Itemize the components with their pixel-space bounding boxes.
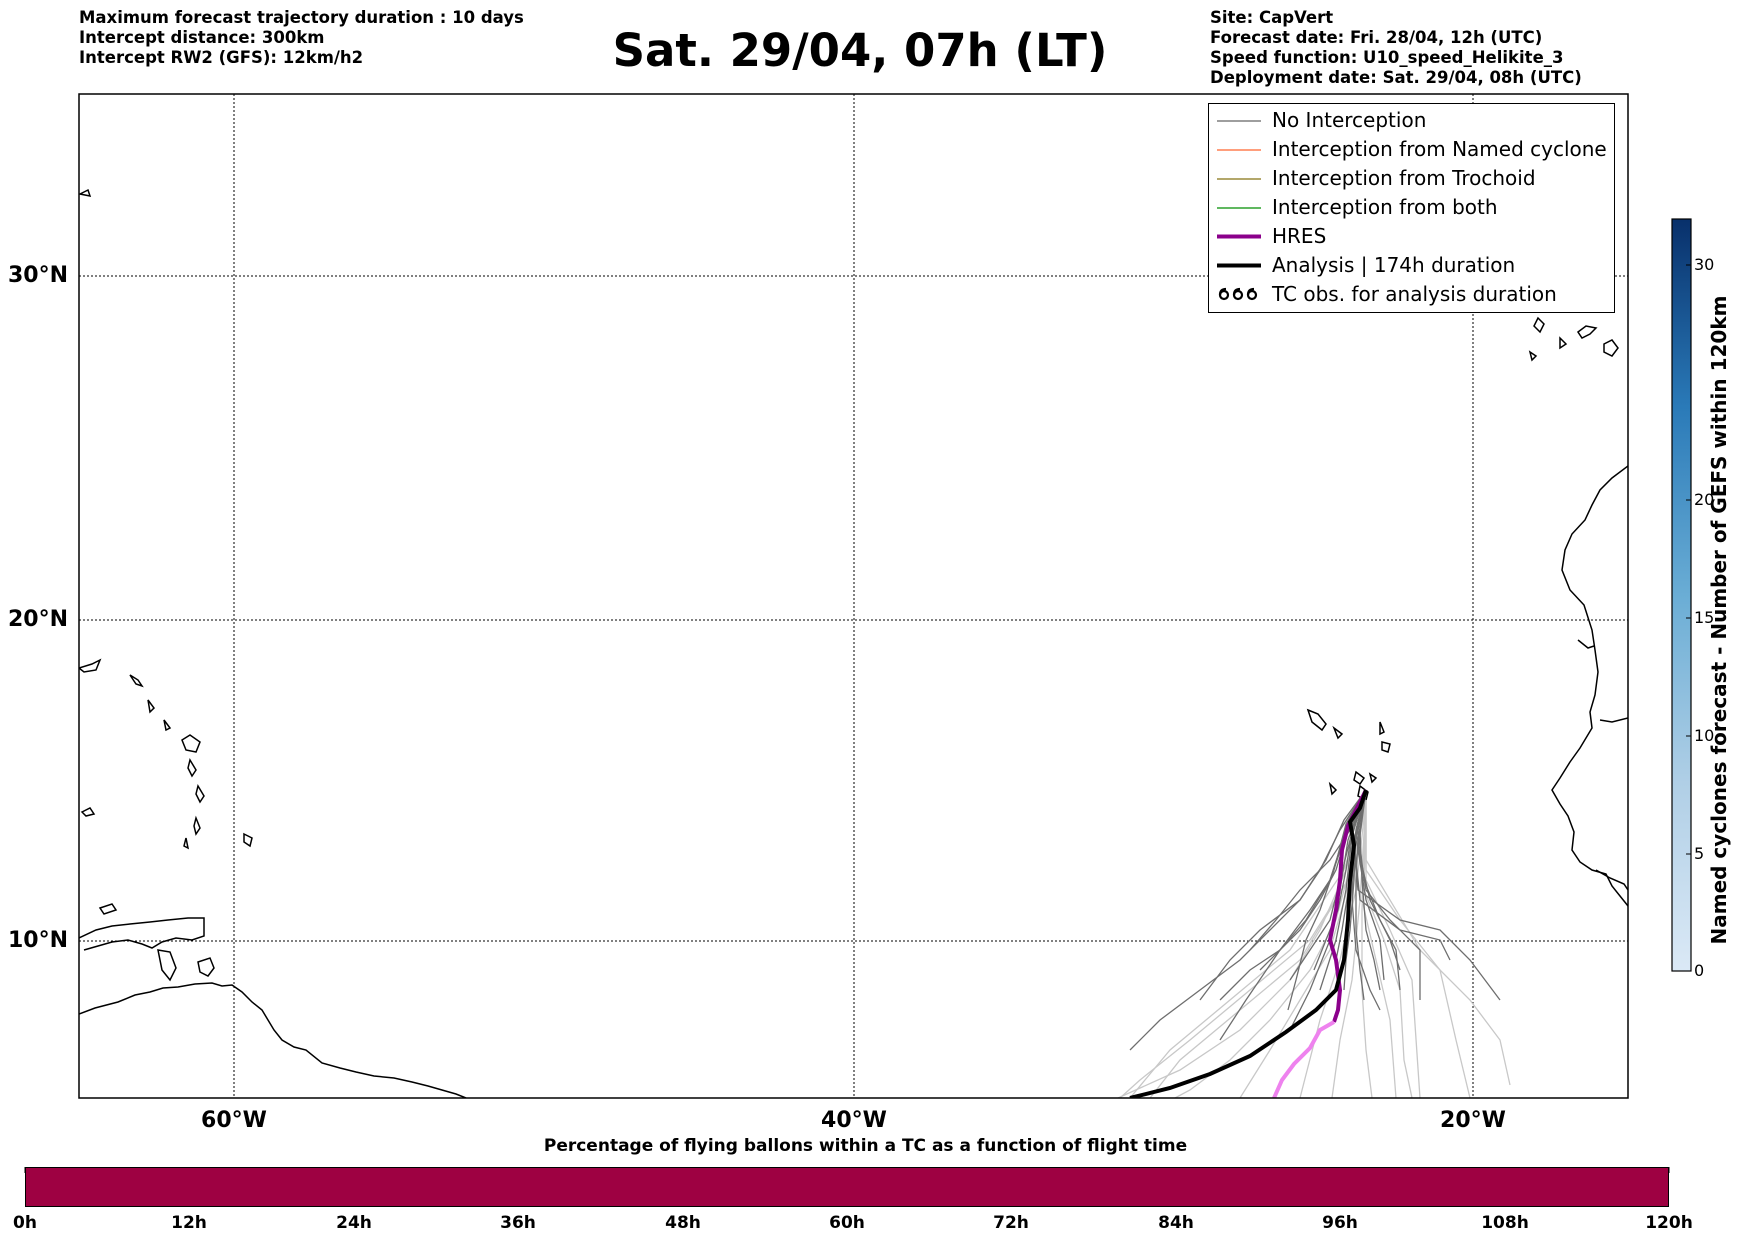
ensemble-trajectories-faint — [1117, 799, 1511, 1098]
colorbar-tick: 15 — [1694, 608, 1715, 627]
lesser-antilles-5 — [183, 837, 190, 850]
bottom-bar-tick: 120h — [1645, 1213, 1693, 1233]
site-info: Site: CapVert Forecast date: Fri. 28/04,… — [1210, 8, 1582, 88]
legend-item-analysis: Analysis | 174h duration — [1209, 251, 1614, 279]
intercept-rw2-text: Intercept RW2 (GFS): 12km/h2 — [79, 48, 364, 67]
page-title: Sat. 29/04, 07h (LT) — [612, 24, 1108, 77]
cabo-verde-1 — [1306, 708, 1327, 732]
legend-line-hres — [1217, 234, 1261, 239]
africa-coast-detail — [1577, 639, 1628, 891]
bottom-bar-tick: 108h — [1481, 1213, 1529, 1233]
cyclone-colorbar — [1671, 218, 1692, 972]
cyclone-colorbar-gradient — [1671, 218, 1692, 972]
deployment-date-text: Deployment date: Sat. 29/04, 08h (UTC) — [1210, 68, 1582, 87]
hres-trajectory-late — [1272, 1020, 1335, 1098]
colorbar-tick: 10 — [1694, 726, 1715, 745]
legend-item-both: Interception from both — [1209, 193, 1614, 221]
bottom-bar-tick: 12h — [171, 1213, 207, 1233]
tc-symbol-icon — [1218, 287, 1258, 301]
bottom-bar-tick: 84h — [1158, 1213, 1194, 1233]
map-frame — [78, 93, 1629, 1099]
virgin-islands — [129, 674, 144, 688]
caribbean-islands-b — [157, 949, 177, 982]
bottom-bar-tick: 48h — [665, 1213, 701, 1233]
lesser-antilles-2 — [187, 758, 197, 778]
legend-item-named-cyclone: Interception from Named cyclone — [1209, 135, 1614, 163]
legend-label: Interception from both — [1272, 195, 1498, 219]
coastlines — [79, 188, 1628, 1098]
legend-label: TC obs. for analysis duration — [1272, 282, 1557, 306]
legend-item-trochoid: Interception from Trochoid — [1209, 164, 1614, 192]
legend-line-trochoid — [1217, 178, 1261, 180]
speed-function-text: Speed function: U10_speed_Helikite_3 — [1210, 48, 1564, 67]
puerto-rico — [79, 658, 102, 673]
canary-3 — [1576, 325, 1598, 339]
legend-item-no-interception: No Interception — [1209, 106, 1614, 134]
legend-line-analysis — [1217, 263, 1261, 268]
bottom-bar-tick: 60h — [829, 1213, 865, 1233]
legend-label: HRES — [1272, 224, 1327, 248]
lat-label-10n: 10°N — [8, 928, 69, 953]
bottom-bar-tick: 72h — [993, 1213, 1029, 1233]
canary-4 — [1603, 339, 1619, 357]
south-america-coast — [79, 982, 467, 1098]
lesser-antilles-6 — [243, 832, 253, 848]
canary-2 — [1559, 336, 1568, 350]
legend-item-tc-obs: TC obs. for analysis duration — [1209, 280, 1614, 308]
tc-percentage-bar — [25, 1167, 1669, 1207]
bottom-bar-tick: 0h — [13, 1213, 37, 1233]
gridlines — [79, 94, 1628, 1098]
lesser-antilles-4 — [193, 815, 201, 836]
legend-label: No Interception — [1272, 108, 1427, 132]
cabo-verde-5 — [1353, 770, 1366, 786]
legend: No Interception Interception from Named … — [1208, 103, 1615, 313]
leeward-islands — [147, 699, 172, 732]
trinidad — [197, 957, 215, 977]
colorbar-tick: 30 — [1694, 255, 1715, 274]
forecast-date-text: Forecast date: Fri. 28/04, 12h (UTC) — [1210, 28, 1543, 47]
legend-label: Interception from Named cyclone — [1272, 137, 1607, 161]
cabo-verde-2 — [1332, 725, 1344, 740]
legend-label: Analysis | 174h duration — [1272, 253, 1516, 277]
lon-label-60w: 60°W — [201, 1108, 267, 1133]
lon-label-20w: 20°W — [1440, 1108, 1506, 1133]
cabo-verde-8 — [1368, 772, 1378, 784]
colorbar-tick: 5 — [1694, 844, 1705, 863]
caribbean-islands-a — [98, 903, 118, 915]
lat-label-30n: 30°N — [8, 263, 69, 288]
legend-label: Interception from Trochoid — [1272, 166, 1536, 190]
bottom-bar-title: Percentage of flying ballons within a TC… — [543, 1136, 1188, 1156]
intercept-distance-text: Intercept distance: 300km — [79, 28, 325, 47]
lat-label-20n: 20°N — [8, 607, 69, 632]
site-text: Site: CapVert — [1210, 8, 1334, 27]
colorbar-tick: 20 — [1694, 490, 1715, 509]
legend-line-named-cyclone — [1217, 149, 1261, 151]
west-africa-coast — [1551, 465, 1628, 907]
lesser-antilles-1 — [181, 734, 201, 753]
venezuela-coast-upper — [79, 917, 205, 951]
island-north — [80, 807, 96, 817]
legend-item-hres: HRES — [1209, 222, 1614, 250]
trajectory-duration-text: Maximum forecast trajectory duration : 1… — [79, 8, 524, 27]
canary-1 — [1533, 316, 1545, 334]
bottom-bar-tick: 24h — [336, 1213, 372, 1233]
cabo-verde-6 — [1328, 781, 1338, 796]
canary-5 — [1528, 350, 1538, 362]
forecast-parameters: Maximum forecast trajectory duration : 1… — [79, 8, 524, 68]
analysis-trajectory — [1129, 789, 1368, 1098]
lesser-antilles-3 — [195, 784, 205, 804]
legend-line-both — [1217, 207, 1261, 209]
colorbar-tick: 0 — [1694, 961, 1705, 980]
bottom-bar-tick: 96h — [1322, 1213, 1358, 1233]
lon-label-40w: 40°W — [821, 1108, 887, 1133]
cabo-verde-3 — [1379, 721, 1385, 736]
legend-line-no-interception — [1217, 120, 1261, 122]
bottom-bar-tick: 36h — [500, 1213, 536, 1233]
bermuda-area — [79, 188, 92, 197]
cabo-verde-4 — [1381, 741, 1391, 753]
map-area — [79, 94, 1628, 1098]
